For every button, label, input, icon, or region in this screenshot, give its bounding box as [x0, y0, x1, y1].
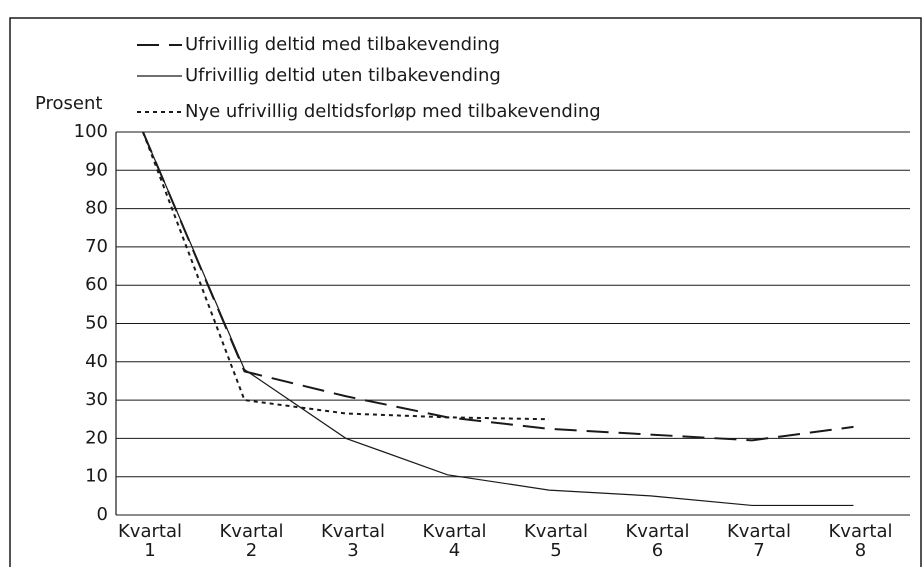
- y-tick-label: 30: [85, 389, 108, 410]
- y-axis-label: Prosent: [35, 93, 102, 114]
- y-tick-label: 10: [85, 466, 108, 487]
- y-tick-label: 40: [85, 351, 108, 372]
- x-tick-label: Kvartal 4: [423, 521, 487, 561]
- series-line: [142, 131, 854, 442]
- legend-label: Nye ufrivillig deltidsforløp med tilbake…: [185, 101, 601, 122]
- legend-label: Ufrivillig deltid uten tilbakevending: [185, 65, 501, 86]
- frame: [9, 17, 922, 567]
- y-tick-label: 70: [85, 236, 108, 257]
- x-tick-label: Kvartal 6: [626, 521, 690, 561]
- x-tick-label: Kvartal 3: [321, 521, 385, 561]
- x-tick-label: Kvartal 5: [524, 521, 588, 561]
- y-tick-label: 100: [74, 121, 108, 142]
- y-tick-label: 80: [85, 198, 108, 219]
- series-line: [142, 131, 854, 507]
- y-tick-label: 60: [85, 274, 108, 295]
- y-tick-label: 50: [85, 313, 108, 334]
- x-tick-label: Kvartal 1: [118, 521, 182, 561]
- y-tick-label: 90: [85, 159, 108, 180]
- x-tick-label: Kvartal 7: [727, 521, 791, 561]
- legend-label: Ufrivillig deltid med tilbakevending: [185, 34, 500, 55]
- x-tick-label: Kvartal 8: [829, 521, 893, 561]
- y-tick-label: 20: [85, 427, 108, 448]
- x-tick-label: Kvartal 2: [220, 521, 284, 561]
- y-tick-label: 0: [97, 504, 108, 525]
